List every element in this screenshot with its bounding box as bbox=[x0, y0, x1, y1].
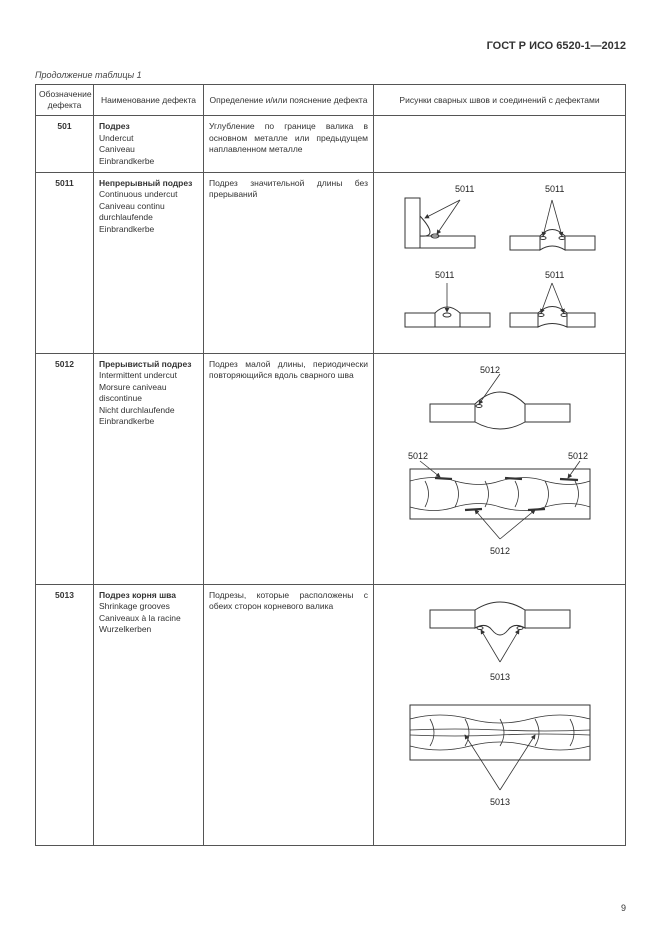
th-name: Наименование дефекта bbox=[94, 85, 204, 116]
name-primary: Непрерывный подрез bbox=[99, 178, 198, 189]
table-row: 501 Подрез Undercut Caniveau Einbrandker… bbox=[36, 116, 626, 173]
name-alt: Continuous undercut bbox=[99, 189, 198, 200]
standard-header: ГОСТ Р ИСО 6520-1—2012 bbox=[35, 40, 626, 52]
cell-figure: 5012 5012 5012 bbox=[374, 353, 626, 584]
cell-figure: 5013 bbox=[374, 584, 626, 845]
name-alt: Caniveau bbox=[99, 144, 198, 155]
name-primary: Подрез bbox=[99, 121, 198, 132]
name-alt: Undercut bbox=[99, 133, 198, 144]
name-alt: Shrinkage grooves bbox=[99, 601, 198, 612]
cell-code: 5011 bbox=[36, 172, 94, 353]
fig-label: 5013 bbox=[489, 797, 509, 807]
fig-label: 5012 bbox=[568, 451, 588, 461]
table-header-row: Обозначение дефекта Наименование дефекта… bbox=[36, 85, 626, 116]
table-row: 5012 Прерывистый подрез Intermittent und… bbox=[36, 353, 626, 584]
page: ГОСТ Р ИСО 6520-1—2012 Продолжение табли… bbox=[0, 0, 661, 935]
defects-table: Обозначение дефекта Наименование дефекта… bbox=[35, 84, 626, 846]
cell-definition: Подрез малой длины, периодически повторя… bbox=[204, 353, 374, 584]
th-code: Обозначение дефекта bbox=[36, 85, 94, 116]
cell-code: 5012 bbox=[36, 353, 94, 584]
fig-label: 5012 bbox=[479, 365, 499, 375]
cell-definition: Подрезы, которые расположены с обеих сто… bbox=[204, 584, 374, 845]
th-definition: Определение и/или пояснение дефекта bbox=[204, 85, 374, 116]
fig-label: 5013 bbox=[489, 672, 509, 682]
name-alt: Nicht durchlaufende Einbrandkerbe bbox=[99, 405, 198, 428]
th-figure: Рисунки сварных швов и соединений с дефе… bbox=[374, 85, 626, 116]
cell-name: Подрез корня шва Shrinkage grooves Caniv… bbox=[94, 584, 204, 845]
cell-figure bbox=[374, 116, 626, 173]
fig-label: 5012 bbox=[489, 546, 509, 556]
cell-code: 5013 bbox=[36, 584, 94, 845]
cell-definition: Углубление по границе валика в основном … bbox=[204, 116, 374, 173]
page-number: 9 bbox=[621, 903, 626, 913]
name-primary: Прерывистый подрез bbox=[99, 359, 198, 370]
figure-5011-icon: 5011 5011 bbox=[390, 178, 610, 348]
cell-name: Подрез Undercut Caniveau Einbrandkerbe bbox=[94, 116, 204, 173]
cell-name: Прерывистый подрез Intermittent undercut… bbox=[94, 353, 204, 584]
fig-label: 5011 bbox=[455, 184, 474, 194]
fig-label: 5011 bbox=[545, 184, 564, 194]
name-alt: durchlaufende Einbrandkerbe bbox=[99, 212, 198, 235]
fig-label: 5011 bbox=[545, 270, 564, 280]
table-caption: Продолжение таблицы 1 bbox=[35, 70, 626, 80]
name-alt: Wurzelkerben bbox=[99, 624, 198, 635]
cell-name: Непрерывный подрез Continuous undercut C… bbox=[94, 172, 204, 353]
cell-figure: 5011 5011 bbox=[374, 172, 626, 353]
figure-5012-icon: 5012 5012 5012 bbox=[390, 359, 610, 579]
cell-definition: Подрез значительной длины без прерываний bbox=[204, 172, 374, 353]
fig-label: 5011 bbox=[435, 270, 454, 280]
name-alt: Caniveaux à la racine bbox=[99, 613, 198, 624]
name-alt: Morsure caniveau discontinue bbox=[99, 382, 198, 405]
name-alt: Intermittent undercut bbox=[99, 370, 198, 381]
figure-5013-icon: 5013 bbox=[390, 590, 610, 840]
name-alt: Caniveau continu bbox=[99, 201, 198, 212]
name-alt: Einbrandkerbe bbox=[99, 156, 198, 167]
name-primary: Подрез корня шва bbox=[99, 590, 198, 601]
table-row: 5013 Подрез корня шва Shrinkage grooves … bbox=[36, 584, 626, 845]
fig-label: 5012 bbox=[408, 451, 428, 461]
table-row: 5011 Непрерывный подрез Continuous under… bbox=[36, 172, 626, 353]
cell-code: 501 bbox=[36, 116, 94, 173]
